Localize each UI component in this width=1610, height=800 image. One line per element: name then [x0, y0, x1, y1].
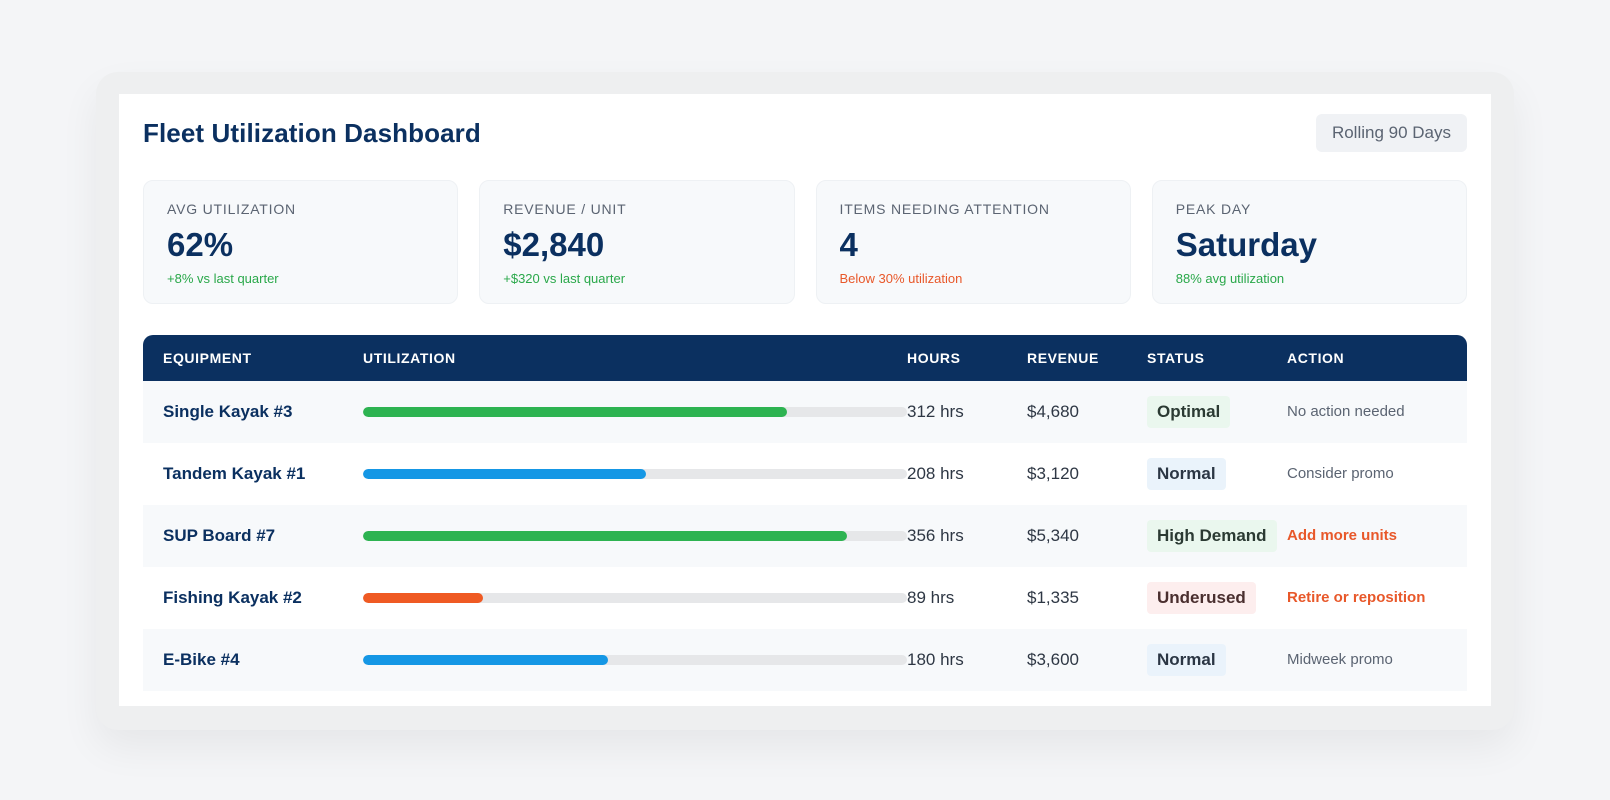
utilization-bar-track	[363, 593, 907, 603]
revenue-value: $5,340	[1027, 526, 1079, 545]
utilization-bar-fill	[363, 655, 608, 665]
utilization-bar-fill	[363, 469, 646, 479]
hours-value: 180 hrs	[907, 650, 964, 669]
column-header-status[interactable]: STATUS	[1147, 350, 1205, 366]
kpi-label: ITEMS NEEDING ATTENTION	[839, 201, 1050, 217]
hours-value: 312 hrs	[907, 402, 964, 421]
utilization-bar-fill	[363, 531, 848, 541]
status-badge: Underused	[1147, 582, 1256, 614]
kpi-label: AVG UTILIZATION	[167, 201, 296, 217]
status-badge: Normal	[1147, 644, 1226, 676]
action-cell: Midweek promo	[1287, 651, 1467, 669]
action-cell: Consider promo	[1287, 465, 1467, 483]
equipment-name: Single Kayak #3	[163, 402, 293, 421]
status-badge: Normal	[1147, 458, 1226, 490]
kpi-card-items-needing-attention: ITEMS NEEDING ATTENTION 4 Below 30% util…	[815, 180, 1131, 304]
column-header-revenue[interactable]: REVENUE	[1027, 350, 1099, 366]
equipment-name: E-Bike #4	[163, 650, 240, 669]
column-header-equipment[interactable]: EQUIPMENT	[163, 350, 252, 366]
revenue-value: $1,335	[1027, 588, 1079, 607]
table-row[interactable]: Single Kayak #3 312 hrs $4,680 Optimal N…	[143, 381, 1467, 443]
status-cell: Optimal	[1147, 396, 1287, 428]
table-row[interactable]: Tandem Kayak #1 208 hrs $3,120 Normal Co…	[143, 443, 1467, 505]
table-row[interactable]: Fishing Kayak #2 89 hrs $1,335 Underused…	[143, 567, 1467, 629]
hours-value: 89 hrs	[907, 588, 955, 607]
utilization-cell	[363, 469, 907, 479]
equipment-name: SUP Board #7	[163, 526, 276, 545]
action-link[interactable]: Midweek promo	[1287, 651, 1393, 668]
utilization-bar-fill	[363, 593, 483, 603]
status-cell: Normal	[1147, 644, 1287, 676]
utilization-bar-track	[363, 407, 907, 417]
equipment-name: Fishing Kayak #2	[163, 588, 302, 607]
kpi-value: Saturday	[1175, 226, 1317, 263]
utilization-cell	[363, 655, 907, 665]
period-selector[interactable]: Rolling 90 Days	[1315, 114, 1467, 152]
kpi-label: REVENUE / UNIT	[503, 201, 627, 217]
column-header-action[interactable]: ACTION	[1287, 350, 1345, 366]
kpi-card-revenue-per-unit: REVENUE / UNIT $2,840 +$320 vs last quar…	[479, 180, 795, 304]
table-row[interactable]: E-Bike #4 180 hrs $3,600 Normal Midweek …	[143, 629, 1467, 691]
kpi-delta: 88% avg utilization	[1175, 271, 1285, 287]
action-link[interactable]: Add more units	[1287, 527, 1398, 544]
dashboard-header: Fleet Utilization Dashboard Rolling 90 D…	[143, 108, 1467, 158]
status-cell: Normal	[1147, 458, 1287, 490]
revenue-value: $3,120	[1027, 464, 1079, 483]
action-link[interactable]: Consider promo	[1287, 465, 1394, 482]
kpi-delta: Below 30% utilization	[839, 271, 963, 287]
kpi-delta: +$320 vs last quarter	[503, 271, 626, 287]
utilization-bar-track	[363, 655, 907, 665]
status-badge: High Demand	[1147, 520, 1277, 552]
kpi-label: PEAK DAY	[1175, 201, 1252, 217]
utilization-bar-track	[363, 469, 907, 479]
revenue-value: $4,680	[1027, 402, 1079, 421]
kpi-card-peak-day: PEAK DAY Saturday 88% avg utilization	[1151, 180, 1467, 304]
equipment-table: EQUIPMENT UTILIZATION HOURS REVENUE STAT…	[143, 335, 1467, 691]
action-link[interactable]: No action needed	[1287, 403, 1405, 420]
table-header: EQUIPMENT UTILIZATION HOURS REVENUE STAT…	[143, 335, 1467, 381]
action-cell: No action needed	[1287, 403, 1467, 421]
status-cell: Underused	[1147, 582, 1287, 614]
page-title: Fleet Utilization Dashboard	[143, 117, 481, 148]
hours-value: 208 hrs	[907, 464, 964, 483]
equipment-name: Tandem Kayak #1	[163, 464, 306, 483]
kpi-delta: +8% vs last quarter	[167, 271, 279, 287]
kpi-value: $2,840	[503, 226, 605, 263]
utilization-cell	[363, 407, 907, 417]
dashboard-panel: Fleet Utilization Dashboard Rolling 90 D…	[119, 94, 1491, 706]
kpi-value: 62%	[167, 226, 234, 263]
utilization-bar-track	[363, 531, 907, 541]
kpi-row: AVG UTILIZATION 62% +8% vs last quarter …	[143, 180, 1467, 304]
status-badge: Optimal	[1147, 396, 1231, 428]
status-cell: High Demand	[1147, 520, 1287, 552]
action-cell: Retire or reposition	[1287, 589, 1467, 607]
hours-value: 356 hrs	[907, 526, 964, 545]
action-cell: Add more units	[1287, 527, 1467, 545]
column-header-utilization[interactable]: UTILIZATION	[363, 350, 456, 366]
revenue-value: $3,600	[1027, 650, 1079, 669]
kpi-value: 4	[839, 226, 858, 263]
utilization-cell	[363, 531, 907, 541]
utilization-cell	[363, 593, 907, 603]
table-row[interactable]: SUP Board #7 356 hrs $5,340 High Demand …	[143, 505, 1467, 567]
kpi-card-avg-utilization: AVG UTILIZATION 62% +8% vs last quarter	[143, 180, 459, 304]
column-header-hours[interactable]: HOURS	[907, 350, 961, 366]
utilization-bar-fill	[363, 407, 788, 417]
action-link[interactable]: Retire or reposition	[1287, 589, 1426, 606]
